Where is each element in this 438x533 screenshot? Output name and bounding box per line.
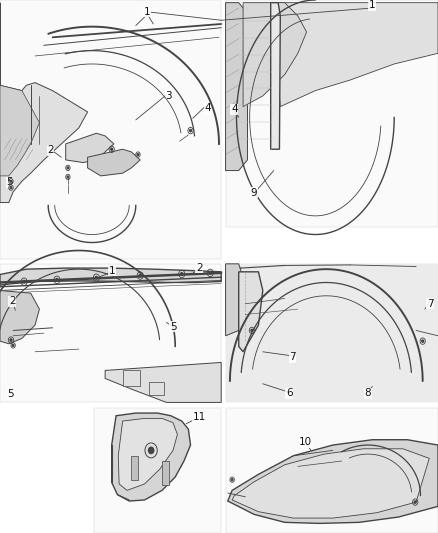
Polygon shape	[105, 362, 221, 402]
Circle shape	[251, 329, 253, 332]
Text: 2: 2	[47, 146, 54, 155]
Text: 5: 5	[170, 322, 177, 332]
Text: 11: 11	[193, 413, 206, 422]
Text: 1: 1	[143, 7, 150, 17]
Circle shape	[139, 274, 141, 277]
Bar	[149, 382, 164, 395]
Polygon shape	[66, 133, 114, 163]
Circle shape	[137, 154, 139, 156]
FancyBboxPatch shape	[226, 264, 438, 402]
Circle shape	[422, 340, 424, 342]
Text: 5: 5	[6, 177, 13, 187]
FancyBboxPatch shape	[226, 408, 438, 533]
Circle shape	[148, 447, 154, 454]
Polygon shape	[226, 3, 247, 171]
FancyBboxPatch shape	[0, 0, 221, 259]
Circle shape	[414, 501, 416, 503]
Polygon shape	[228, 440, 438, 523]
Bar	[123, 370, 140, 386]
Polygon shape	[0, 3, 88, 203]
Polygon shape	[0, 268, 221, 285]
Circle shape	[67, 176, 69, 178]
FancyBboxPatch shape	[0, 264, 221, 402]
Text: 2: 2	[196, 263, 203, 272]
Text: 7: 7	[289, 352, 296, 362]
Polygon shape	[272, 3, 438, 107]
FancyBboxPatch shape	[94, 408, 221, 533]
Text: 4: 4	[205, 103, 212, 113]
Bar	[162, 461, 169, 485]
Circle shape	[10, 339, 12, 341]
Circle shape	[181, 273, 183, 275]
Circle shape	[56, 279, 58, 281]
Text: 1: 1	[369, 1, 376, 10]
Polygon shape	[232, 449, 429, 518]
Text: 6: 6	[286, 389, 293, 398]
Polygon shape	[226, 264, 438, 402]
Text: 8: 8	[364, 389, 371, 398]
Circle shape	[95, 277, 97, 279]
Polygon shape	[118, 418, 177, 490]
FancyBboxPatch shape	[226, 0, 438, 227]
Polygon shape	[271, 3, 280, 149]
Text: 3: 3	[165, 91, 172, 101]
Text: 4: 4	[231, 104, 238, 114]
Circle shape	[10, 187, 12, 189]
Text: 9: 9	[251, 188, 258, 198]
Circle shape	[190, 130, 191, 132]
Polygon shape	[239, 272, 263, 352]
Bar	[131, 456, 138, 480]
Polygon shape	[112, 413, 191, 501]
Circle shape	[67, 167, 69, 169]
Circle shape	[111, 148, 113, 150]
Text: 2: 2	[9, 296, 16, 306]
Polygon shape	[226, 264, 245, 336]
Circle shape	[231, 479, 233, 481]
Polygon shape	[243, 3, 307, 107]
Text: 7: 7	[427, 299, 434, 309]
Text: 5: 5	[7, 390, 14, 399]
Polygon shape	[0, 85, 39, 176]
Circle shape	[12, 344, 14, 346]
Polygon shape	[0, 290, 39, 344]
Circle shape	[10, 180, 12, 182]
Polygon shape	[88, 149, 140, 176]
Circle shape	[23, 280, 25, 283]
Circle shape	[209, 272, 211, 274]
Text: 1: 1	[108, 266, 115, 276]
Text: 10: 10	[299, 438, 312, 447]
